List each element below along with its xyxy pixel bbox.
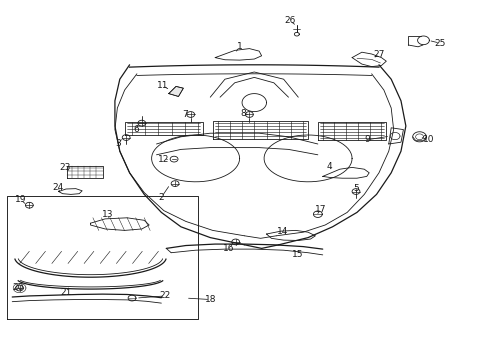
Text: 27: 27 bbox=[373, 50, 385, 59]
Text: 20: 20 bbox=[12, 284, 23, 292]
Text: 2: 2 bbox=[158, 193, 164, 202]
Text: 19: 19 bbox=[15, 195, 26, 204]
Text: 11: 11 bbox=[156, 81, 168, 90]
Text: 22: 22 bbox=[159, 292, 171, 300]
Text: 18: 18 bbox=[204, 295, 216, 304]
Text: 14: 14 bbox=[276, 227, 288, 236]
Text: 21: 21 bbox=[61, 288, 72, 297]
Text: 10: 10 bbox=[422, 135, 433, 144]
Text: 24: 24 bbox=[52, 183, 63, 192]
Text: 8: 8 bbox=[240, 109, 245, 117]
Text: 9: 9 bbox=[364, 135, 370, 144]
Text: 5: 5 bbox=[352, 184, 358, 193]
Text: 3: 3 bbox=[115, 139, 121, 148]
Text: 16: 16 bbox=[223, 244, 234, 253]
Text: 1: 1 bbox=[236, 42, 242, 51]
Text: 6: 6 bbox=[133, 125, 139, 134]
Text: 15: 15 bbox=[291, 250, 303, 258]
Text: 7: 7 bbox=[182, 110, 187, 119]
Text: 26: 26 bbox=[284, 16, 295, 25]
Text: 12: 12 bbox=[158, 155, 169, 164]
Text: 25: 25 bbox=[433, 39, 445, 48]
Text: 4: 4 bbox=[325, 162, 331, 171]
Polygon shape bbox=[168, 86, 183, 96]
Text: 23: 23 bbox=[59, 163, 71, 171]
Text: 17: 17 bbox=[314, 205, 326, 214]
Text: 13: 13 bbox=[102, 210, 113, 219]
